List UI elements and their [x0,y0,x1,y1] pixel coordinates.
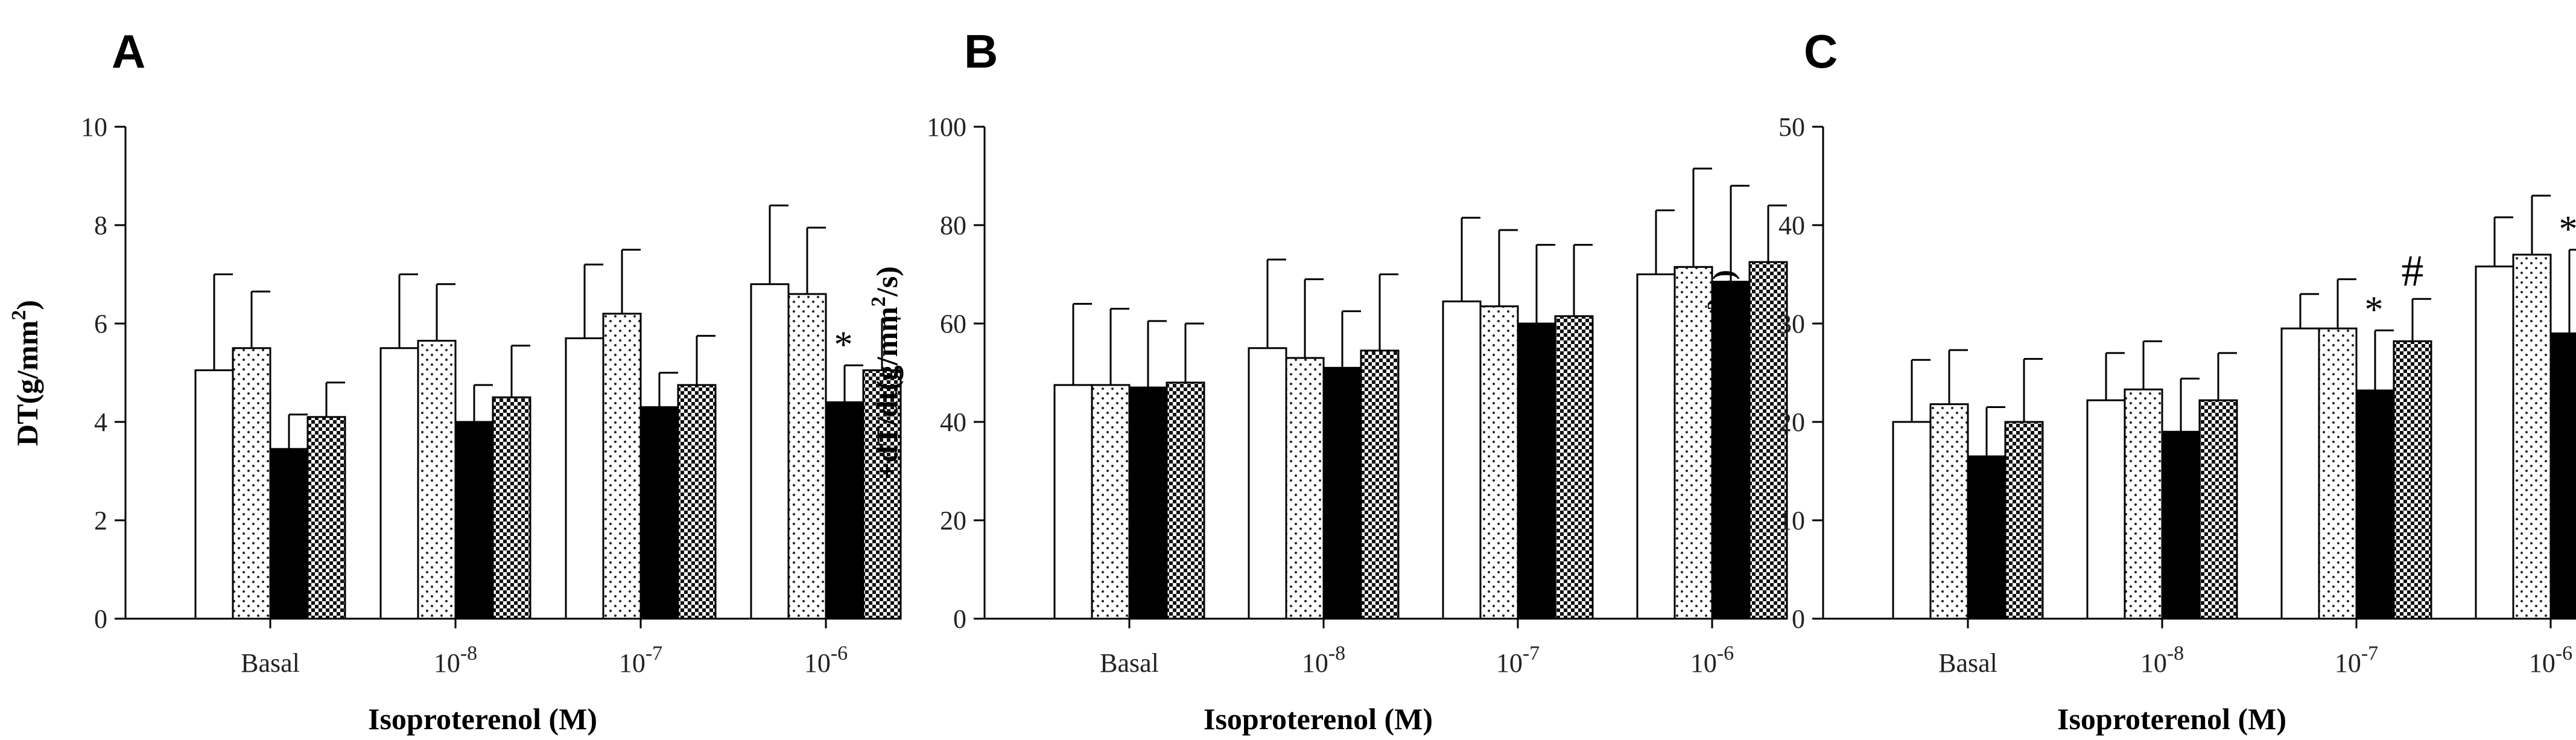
y-tick-label: 60 [940,309,966,339]
bar [1636,273,1676,620]
y-axis-title: DT(g/mm2) [8,300,44,446]
bar [1091,384,1131,620]
bar [1248,347,1287,620]
y-tick-label: 100 [927,112,966,142]
bar [1360,349,1400,620]
bar [232,347,271,620]
x-tick-label: 10-6 [2529,642,2572,678]
y-tick-label: 6 [94,309,107,339]
x-tick-label: 10-7 [619,642,662,678]
x-tick-label: 10-7 [2335,642,2378,678]
bar [787,293,827,620]
bar [565,337,604,620]
bar [1166,381,1205,620]
bar [1285,357,1325,620]
bar [379,347,419,620]
x-tick-label: 10-8 [2140,642,2184,678]
x-tick-label: Basal [241,648,300,678]
x-axis-title: Isoproterenol (M) [1204,702,1433,736]
y-tick-label: 10 [81,112,107,142]
bar [2198,399,2238,620]
bar [602,313,642,620]
bar [2512,254,2552,620]
x-tick-label: 10-8 [434,642,477,678]
y-axis-title: +dT/dt(g/mm2/s) [868,266,904,480]
x-axis-title: Isoproterenol (M) [2057,702,2286,736]
y-tick-label: 20 [940,506,966,535]
bar [1517,322,1556,620]
bar [1967,455,2007,620]
bar [454,421,494,620]
y-tick-label: 0 [94,604,107,634]
y-tick-label: 4 [94,407,107,437]
bar [269,448,309,620]
bar [1479,305,1519,620]
significance-marker: * [2365,289,2384,330]
y-axis-title: -dT/dt(g/mm2/s) [1704,270,1740,476]
bar [2549,332,2576,620]
y-tick-label: 0 [953,604,966,634]
bar [2355,389,2395,620]
bar [677,384,717,620]
bar [639,406,679,620]
y-tick-label: 30 [1778,309,1805,339]
bar [2086,399,2126,620]
bar [1442,300,1482,620]
bar [1053,384,1093,620]
y-tick-label: 8 [94,211,107,240]
panel-letter: B [964,25,998,78]
bar [750,283,790,620]
panel-letter: A [112,25,145,78]
x-tick-label: Basal [1938,648,1997,678]
bar [306,416,346,620]
significance-marker: * [2559,209,2576,250]
bar [2004,421,2044,620]
bar [2124,388,2163,620]
x-tick-label: 10-8 [1302,642,1345,678]
bar [2318,327,2358,620]
bar [1554,315,1594,620]
bar [1748,261,1788,620]
x-tick-label: 10-6 [1690,642,1734,678]
y-tick-label: 2 [94,506,107,535]
bar [492,396,531,620]
bar [1322,366,1362,620]
bar [2475,265,2514,620]
bar [2280,327,2320,620]
bar [1128,386,1168,620]
x-tick-label: 10-7 [1496,642,1540,678]
panel-a: A 0 2 4 6 8 10 Basal 10-8 10-7 10-6 * Isoproterenol … [8,25,902,736]
panel-letter: C [1804,25,1838,78]
bar [1892,421,1932,620]
bar [2161,430,2201,620]
y-tick-label: 10 [1778,506,1805,535]
y-tick-label: 40 [940,407,966,437]
bar [1929,403,1969,620]
significance-marker: * [834,324,853,365]
y-tick-label: 50 [1778,112,1805,142]
y-tick-label: 0 [1792,604,1805,634]
significance-marker: # [2402,246,2424,296]
x-tick-label: 10-6 [804,642,848,678]
panel-b: B 0 20 40 60 80 100 Basal 10-8 10-7 10-6 Isoprotere… [868,25,1788,736]
bar [194,369,234,620]
panel-c: C01020304050Basal10-810-710-6*#*#Isoprot… [1704,25,2576,736]
y-tick-label: 80 [940,211,966,240]
x-axis-title: Isoproterenol (M) [368,702,597,736]
y-tick-label: 20 [1778,407,1805,437]
bar [825,401,864,620]
x-tick-label: Basal [1100,648,1159,678]
bar [2393,340,2432,620]
bar [417,340,457,620]
y-tick-label: 40 [1778,211,1805,240]
